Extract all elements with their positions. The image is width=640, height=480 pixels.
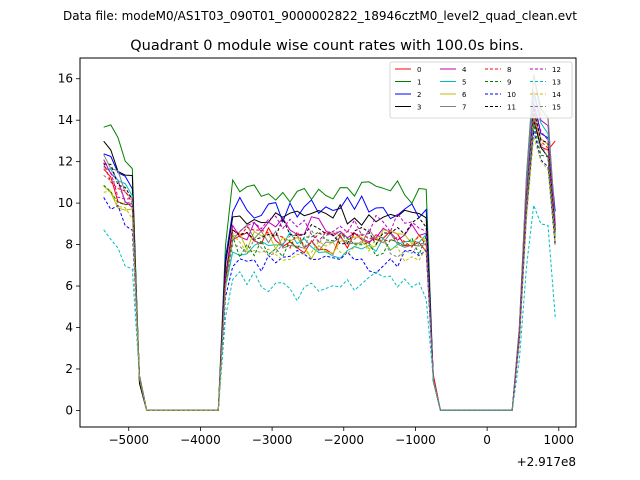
x-tick-label: −2000 [323, 433, 364, 447]
legend-label: 0 [417, 66, 421, 74]
legend-box [389, 61, 573, 119]
legend-label: 2 [417, 91, 421, 99]
y-tick-label: 10 [58, 196, 73, 210]
chart-title: Quadrant 0 module wise count rates with … [130, 38, 524, 54]
x-offset-label: +2.917e8 [517, 455, 576, 469]
legend-label: 8 [507, 66, 511, 74]
series-line-14 [103, 136, 556, 411]
x-tick-label: −5000 [108, 433, 149, 447]
y-tick-label: 6 [65, 279, 73, 293]
y-tick-label: 16 [58, 72, 73, 86]
y-tick-label: 12 [58, 155, 73, 169]
y-tick-label: 4 [65, 320, 73, 334]
legend-label: 7 [462, 104, 466, 112]
legend-label: 11 [507, 104, 516, 112]
legend-label: 4 [462, 66, 467, 74]
y-tick-label: 8 [65, 238, 73, 252]
legend-label: 1 [417, 79, 421, 87]
legend-label: 14 [552, 91, 561, 99]
chart-suptitle: Data file: modeM0/AS1T03_090T01_90000028… [63, 9, 577, 23]
x-tick-label: −4000 [180, 433, 221, 447]
legend-label: 6 [462, 91, 467, 99]
legend-label: 5 [462, 79, 466, 87]
y-tick-label: 0 [65, 403, 73, 417]
series-layer [103, 74, 556, 411]
x-tick-label: −1000 [395, 433, 436, 447]
x-tick-label: 0 [483, 433, 491, 447]
y-axis: 0 2 4 6 8 10 12 14 16 [58, 72, 80, 417]
plot-frame [79, 57, 577, 428]
legend-label: 12 [552, 66, 561, 74]
x-tick-label: 1000 [544, 433, 575, 447]
legend-label: 10 [507, 91, 516, 99]
x-tick-label: −3000 [252, 433, 293, 447]
legend-label: 15 [552, 104, 561, 112]
series-line-15 [103, 117, 556, 411]
legend-label: 9 [507, 79, 511, 87]
y-tick-label: 14 [58, 113, 73, 127]
x-axis: −5000 −4000 −3000 −2000 −1000 0 1000 [108, 427, 574, 447]
series-line-13 [103, 205, 556, 411]
y-tick-label: 2 [65, 362, 73, 376]
legend-label: 3 [417, 104, 421, 112]
legend-label: 13 [552, 79, 561, 87]
